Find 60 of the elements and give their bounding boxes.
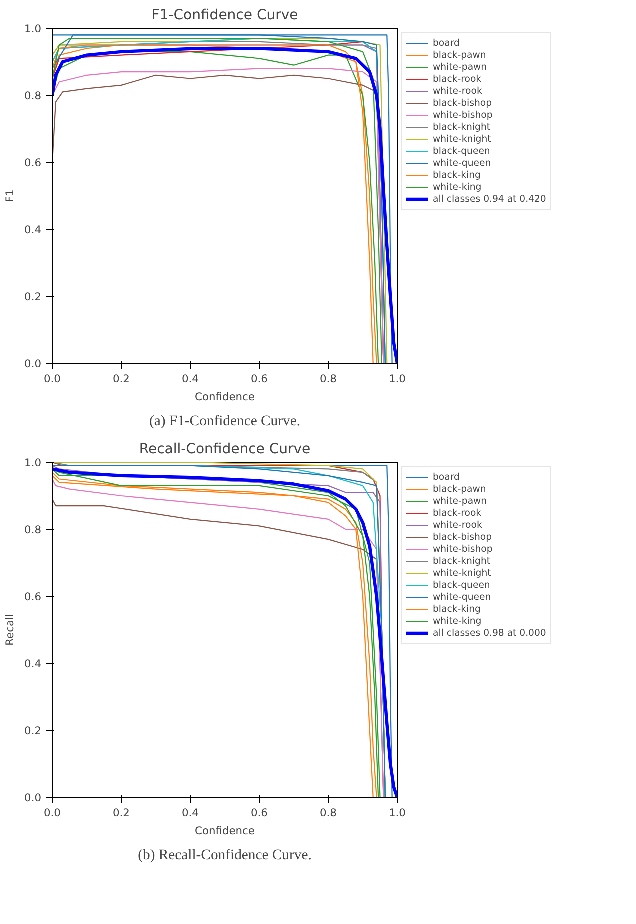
chart-title: Recall-Confidence Curve <box>139 442 311 458</box>
legend-label: black-king <box>433 169 481 181</box>
legend-label: black-king <box>433 603 481 615</box>
legend-label: black-bishop <box>433 531 492 543</box>
y-tick-label: 0.0 <box>24 792 42 804</box>
x-tick-label: 0.0 <box>44 372 62 386</box>
text: (a) F1-Confidence Curve. <box>150 414 301 430</box>
x-tick-label: 0.4 <box>182 806 200 820</box>
legend-label: black-knight <box>433 121 491 133</box>
legend-label: all classes 0.98 at 0.000 <box>433 627 546 639</box>
legend-label: white-pawn <box>433 495 488 507</box>
x-tick-label: 0.6 <box>251 372 268 386</box>
legend-label: white-rook <box>433 519 482 531</box>
y-tick-label: 0.4 <box>24 224 42 236</box>
legend-label: all classes 0.94 at 0.420 <box>433 193 546 205</box>
legend-label: black-queen <box>433 145 490 157</box>
x-axis-title: Confidence <box>195 824 255 838</box>
y-tick-label: 0.2 <box>24 724 42 738</box>
x-tick-label: 0.8 <box>320 372 338 386</box>
legend-label: black-pawn <box>433 483 486 495</box>
legend-label: white-king <box>433 615 482 627</box>
y-tick-label: 0.0 <box>24 358 42 370</box>
x-tick-label: 0.2 <box>113 806 130 820</box>
y-tick-label: 0.8 <box>24 90 42 102</box>
y-tick-label: 0.8 <box>24 524 42 536</box>
x-tick-label: 1.0 <box>389 806 406 820</box>
x-axis-title: Confidence <box>195 390 255 404</box>
y-axis-title: Recall <box>4 614 17 646</box>
y-tick-label: 0.6 <box>24 590 42 604</box>
legend-label: white-bishop <box>433 543 493 555</box>
text: (b) Recall-Confidence Curve. <box>138 848 312 864</box>
y-tick-label: 1.0 <box>24 456 42 470</box>
legend-label: white-pawn <box>433 61 488 73</box>
x-tick-label: 0.0 <box>44 806 62 820</box>
x-tick-label: 0.2 <box>113 372 130 386</box>
legend-label: white-rook <box>433 85 482 97</box>
legend-label: board <box>433 471 460 483</box>
x-tick-label: 0.8 <box>320 806 338 820</box>
legend-label: black-rook <box>433 73 482 85</box>
legend-label: black-pawn <box>433 49 486 61</box>
legend-label: white-queen <box>433 591 492 603</box>
y-tick-label: 0.4 <box>24 658 42 670</box>
legend-label: white-bishop <box>433 109 493 121</box>
legend-label: white-knight <box>433 133 492 145</box>
legend-label: black-bishop <box>433 97 492 109</box>
legend-label: black-queen <box>433 579 490 591</box>
x-tick-label: 0.6 <box>251 806 268 820</box>
y-axis-title: F1 <box>4 190 17 202</box>
x-tick-label: 1.0 <box>389 372 406 386</box>
x-tick-label: 0.4 <box>182 372 200 386</box>
legend-label: black-knight <box>433 555 491 567</box>
legend-label: white-knight <box>433 567 492 579</box>
y-tick-label: 1.0 <box>24 22 42 36</box>
legend-label: white-queen <box>433 157 492 169</box>
chart-title: F1-Confidence Curve <box>152 8 298 24</box>
y-tick-label: 0.6 <box>24 156 42 170</box>
legend-label: black-rook <box>433 507 482 519</box>
legend-label: board <box>433 37 460 49</box>
legend-label: white-king <box>433 181 482 193</box>
y-tick-label: 0.2 <box>24 290 42 304</box>
